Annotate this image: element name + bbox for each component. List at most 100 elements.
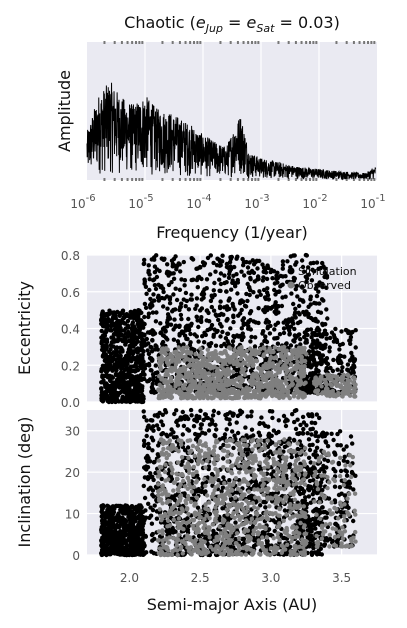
- inclination-point-simulation: [123, 503, 128, 508]
- inclination-point-simulation: [142, 465, 147, 470]
- eccentricity-point-simulation: [232, 307, 237, 312]
- eccentricity-point-simulation: [239, 269, 244, 274]
- eccentricity-point-observed: [176, 382, 181, 387]
- inclination-point-simulation: [315, 438, 320, 444]
- eccentricity-point-simulation: [309, 278, 315, 283]
- inclination-point-simulation: [126, 528, 131, 533]
- eccentricity-point-simulation: [113, 385, 118, 390]
- eccentricity-point-observed: [351, 375, 357, 380]
- eccentricity-point-simulation: [245, 298, 250, 304]
- spectrum-grid: [103, 41, 376, 181]
- spectrum-minor-tick: [219, 41, 222, 44]
- inclination-point-simulation: [128, 508, 133, 514]
- eccentricity-point-observed: [203, 374, 208, 379]
- eccentricity-point-observed: [181, 345, 186, 351]
- spectrum-minor-tick: [294, 178, 297, 181]
- inclination-point-simulation: [111, 505, 117, 510]
- eccentricity-point-simulation: [151, 278, 156, 283]
- eccentricity-point-simulation: [280, 262, 286, 268]
- eccentricity-point-observed: [273, 355, 279, 360]
- eccentricity-point-simulation: [271, 269, 277, 274]
- eccentricity-point-simulation: [297, 297, 303, 302]
- inclination-point-simulation: [270, 415, 275, 421]
- eccentricity-point-simulation: [291, 275, 296, 281]
- eccentricity-points: [99, 252, 358, 405]
- eccentricity-point-observed: [184, 371, 189, 376]
- eccentricity-point-simulation: [317, 301, 322, 306]
- eccentricity-point-simulation: [103, 317, 109, 322]
- eccentricity-point-observed: [216, 382, 222, 388]
- eccentricity-point-observed: [251, 388, 257, 394]
- spectrum-minor-tick: [236, 41, 239, 44]
- eccentricity-point-simulation: [141, 261, 147, 266]
- eccentricity-point-simulation: [119, 328, 124, 333]
- inclination-point-simulation: [290, 412, 295, 417]
- inclination-point-simulation: [271, 518, 276, 523]
- eccentricity-point-observed: [319, 384, 324, 389]
- inclination-point-simulation: [198, 426, 203, 431]
- eccentricity-point-simulation: [108, 378, 113, 384]
- eccentricity-point-simulation: [162, 325, 167, 330]
- eccentricity-point-simulation: [126, 325, 131, 330]
- eccentricity-point-simulation: [251, 262, 257, 267]
- inclination-point-simulation: [136, 541, 142, 546]
- eccentricity-point-observed: [313, 382, 319, 387]
- eccentricity-point-simulation: [167, 297, 173, 302]
- eccentricity-point-simulation: [281, 330, 287, 336]
- eccentricity-point-simulation: [194, 303, 199, 308]
- eccentricity-point-simulation: [110, 394, 116, 399]
- spectrum-minor-tick: [199, 178, 202, 181]
- eccentricity-point-simulation: [324, 360, 329, 365]
- eccentricity-point-simulation: [302, 289, 307, 294]
- eccentricity-point-simulation: [225, 331, 230, 336]
- eccentricity-point-simulation: [105, 312, 110, 318]
- eccentricity-point-simulation: [131, 324, 137, 329]
- spectrum-minor-tick: [309, 41, 312, 44]
- eccentricity-point-simulation: [222, 273, 227, 278]
- eccentricity-point-simulation: [228, 326, 233, 331]
- eccentricity-point-simulation: [272, 327, 277, 332]
- inclination-point-simulation: [180, 459, 185, 464]
- eccentricity-point-simulation: [151, 378, 156, 383]
- inclination-point-simulation: [118, 539, 124, 545]
- eccentricity-point-simulation: [324, 307, 329, 312]
- spectrum-minor-tick: [315, 41, 318, 44]
- inclination-point-simulation: [243, 447, 248, 452]
- eccentricity-point-observed: [250, 351, 255, 357]
- eccentricity-point-simulation: [103, 363, 108, 368]
- inclination-point-simulation: [214, 427, 219, 432]
- eccentricity-point-simulation: [351, 370, 356, 375]
- eccentricity-point-simulation: [127, 384, 132, 389]
- eccentricity-point-simulation: [303, 252, 309, 258]
- eccentricity-point-simulation: [139, 386, 145, 391]
- eccentricity-point-simulation: [99, 321, 104, 326]
- eccentricity-point-simulation: [311, 338, 316, 343]
- eccentricity-point-simulation: [230, 301, 235, 307]
- eccentricity-point-observed: [252, 395, 258, 400]
- spectrum-x-ticks: 10-6 10-5 10-4 10-3 10-2 10-1: [70, 193, 385, 211]
- eccentricity-point-observed: [279, 353, 284, 359]
- eccentricity-point-simulation: [330, 368, 336, 374]
- inclination-point-simulation: [141, 409, 146, 414]
- eccentricity-point-observed: [254, 381, 259, 386]
- eccentricity-point-simulation: [323, 266, 328, 271]
- eccentricity-point-simulation: [324, 365, 330, 371]
- eccentricity-point-simulation: [198, 265, 203, 270]
- spectrum-minor-tick: [196, 178, 199, 181]
- eccentricity-point-observed: [163, 346, 169, 351]
- inclination-point-simulation: [230, 429, 235, 434]
- eccentricity-point-simulation: [280, 295, 285, 300]
- inclination-point-simulation: [133, 536, 138, 541]
- eccentricity-point-simulation: [213, 343, 219, 348]
- eccentricity-point-simulation: [292, 253, 297, 258]
- eccentricity-point-simulation: [145, 348, 150, 353]
- eccentricity-point-observed: [190, 374, 195, 379]
- eccentricity-point-simulation: [125, 313, 130, 318]
- eccentricity-point-simulation: [310, 356, 315, 362]
- eccentricity-point-observed: [300, 395, 306, 400]
- spectrum-minor-tick: [312, 41, 315, 44]
- eccentricity-point-simulation: [348, 334, 354, 340]
- inclination-point-simulation: [150, 474, 155, 479]
- eccentricity-point-simulation: [308, 294, 313, 299]
- eccentricity-point-simulation: [226, 275, 232, 280]
